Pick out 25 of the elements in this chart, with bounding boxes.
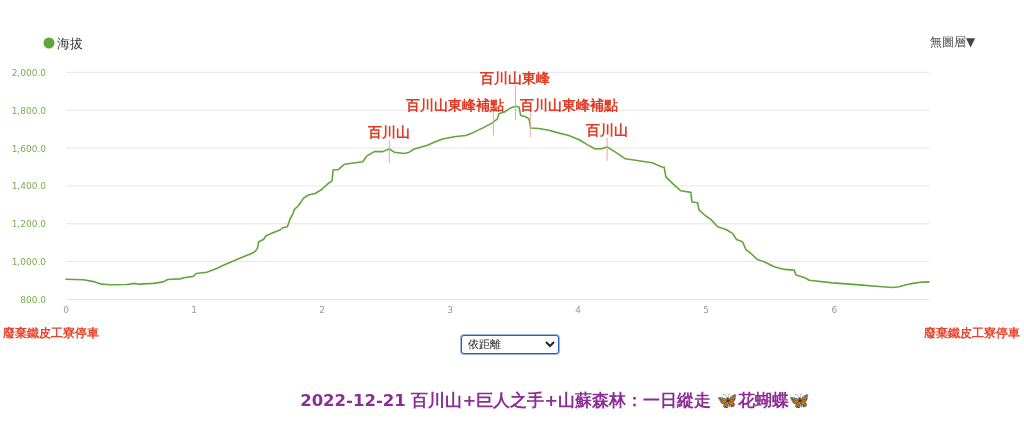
y-tick-label: 1,800.0 [11, 105, 47, 116]
x-tick-label: 3 [447, 304, 453, 315]
y-tick-label: 1,600.0 [11, 143, 47, 154]
annotation: 百川山 [367, 123, 411, 140]
x-tick-label: 5 [703, 304, 710, 315]
y-tick-label: 800.0 [20, 295, 47, 305]
text: 無圖層▼ [930, 35, 976, 49]
x-tick-label: 6 [831, 304, 838, 315]
legend-label: 海拔 [57, 35, 83, 51]
x-tick-label: 1 [191, 304, 197, 315]
x-tick-label: 0 [63, 304, 70, 315]
annotation: 百川山東峰 [479, 69, 552, 86]
annotation: 百川山東峰補點 [518, 96, 618, 113]
x-tick-label: 4 [575, 304, 582, 315]
y-tick-label: 2,000.0 [11, 67, 47, 78]
y-tick-label: 1,000.0 [11, 257, 47, 268]
text: 依距離 [461, 335, 559, 354]
x-tick-label: 2 [319, 304, 325, 315]
y-tick-label: 1,400.0 [11, 181, 47, 192]
text: 廢棄鐵皮工寮停車 [923, 326, 1020, 340]
y-tick-label: 1,200.0 [11, 219, 47, 230]
text: 2022-12-21 百川山+巨人之手+山蘇森林：一日縱走 🦋花蝴蝶🦋 [300, 391, 810, 410]
annotation: 百川山 [585, 121, 629, 138]
text: 廢棄鐵皮工寮停車 [2, 326, 99, 340]
annotation: 百川山東峰補點 [404, 96, 504, 113]
